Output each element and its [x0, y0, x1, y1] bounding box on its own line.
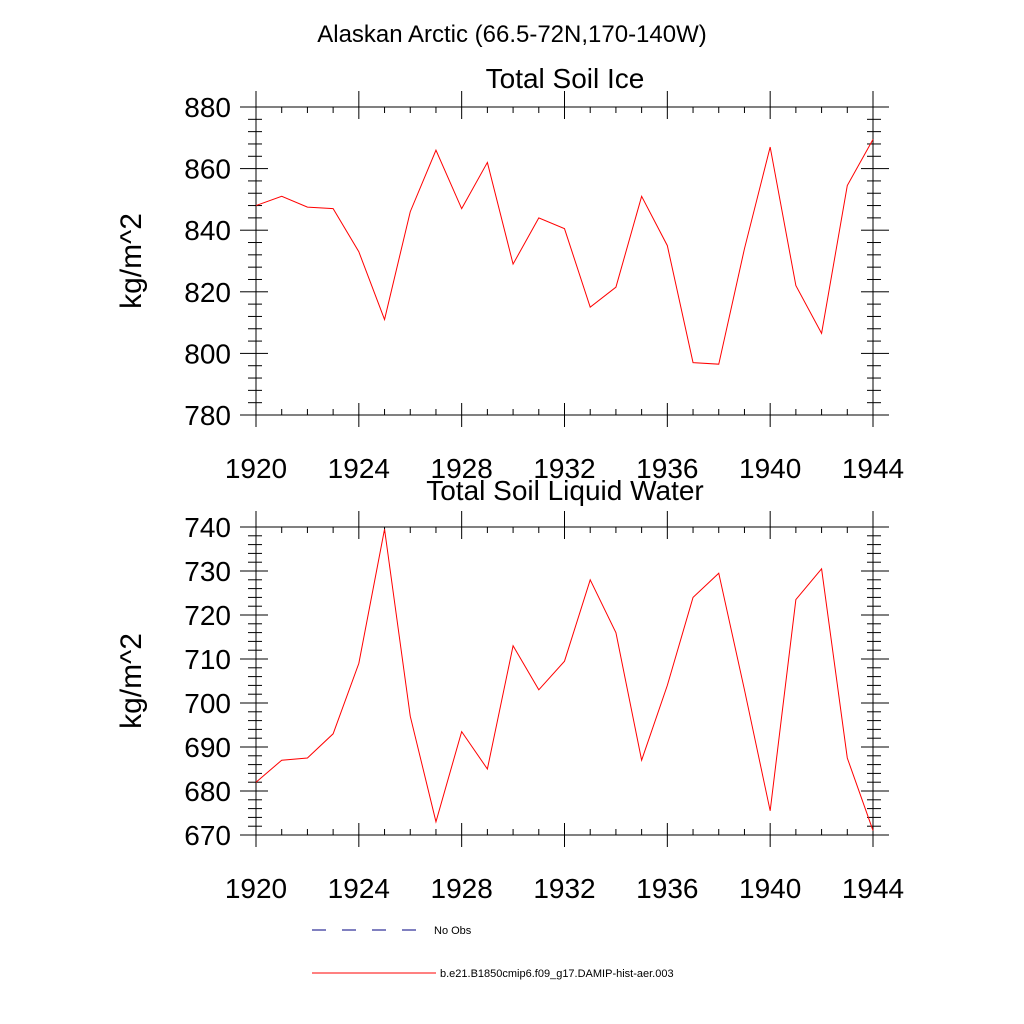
- x-tick-label: 1936: [636, 873, 698, 904]
- x-tick-label: 1920: [225, 873, 287, 904]
- plot-frame: [255, 526, 874, 836]
- x-tick-label: 1920: [225, 453, 287, 484]
- panel-title: Total Soil Ice: [486, 63, 645, 94]
- y-axis-label: kg/m^2: [115, 633, 148, 729]
- x-tick-label: 1924: [328, 873, 390, 904]
- x-tick-label: 1944: [842, 873, 904, 904]
- panel-title: Total Soil Liquid Water: [426, 475, 704, 506]
- y-tick-label: 800: [184, 338, 231, 369]
- y-tick-label: 730: [184, 556, 231, 587]
- y-tick-label: 860: [184, 154, 231, 185]
- y-tick-label: 700: [184, 688, 231, 719]
- x-tick-label: 1936: [636, 453, 698, 484]
- y-tick-label: 670: [184, 820, 231, 851]
- y-axis-label: kg/m^2: [115, 213, 148, 309]
- y-tick-label: 880: [184, 92, 231, 123]
- panel-total-soil-ice: Total Soil Ice kg/m^2 1920 1924 1928 1932 19…: [115, 63, 904, 484]
- y-tick-label: 820: [184, 277, 231, 308]
- x-tick-label: 1932: [533, 873, 595, 904]
- x-tick-label: 1928: [431, 453, 493, 484]
- y-tick-label: 720: [184, 600, 231, 631]
- x-tick-label: 1924: [328, 453, 390, 484]
- y-tick-label: 690: [184, 732, 231, 763]
- series-line: [255, 139, 874, 365]
- y-tick-label: 780: [184, 400, 231, 431]
- x-tick-label: 1928: [431, 873, 493, 904]
- x-tick-label: 1940: [739, 453, 801, 484]
- y-tick-label: 710: [184, 644, 231, 675]
- legend-label-no-obs: No Obs: [434, 925, 472, 937]
- legend: No Obs b.e21.B1850cmip6.f09_g17.DAMIP-hi…: [312, 925, 674, 980]
- x-tick-label: 1932: [533, 453, 595, 484]
- legend-label-model: b.e21.B1850cmip6.f09_g17.DAMIP-hist-aer.…: [440, 968, 674, 980]
- panel-total-soil-liquid-water: Total Soil Liquid Water kg/m^2 1920 1924 1…: [115, 475, 904, 904]
- plot-frame: [255, 106, 874, 416]
- x-tick-label: 1940: [739, 873, 801, 904]
- y-tick-label: 740: [184, 512, 231, 543]
- x-tick-label: 1944: [842, 453, 904, 484]
- figure-title: Alaskan Arctic (66.5-72N,170-140W): [317, 21, 707, 48]
- series-line: [255, 529, 874, 831]
- y-tick-label: 680: [184, 776, 231, 807]
- y-tick-label: 840: [184, 215, 231, 246]
